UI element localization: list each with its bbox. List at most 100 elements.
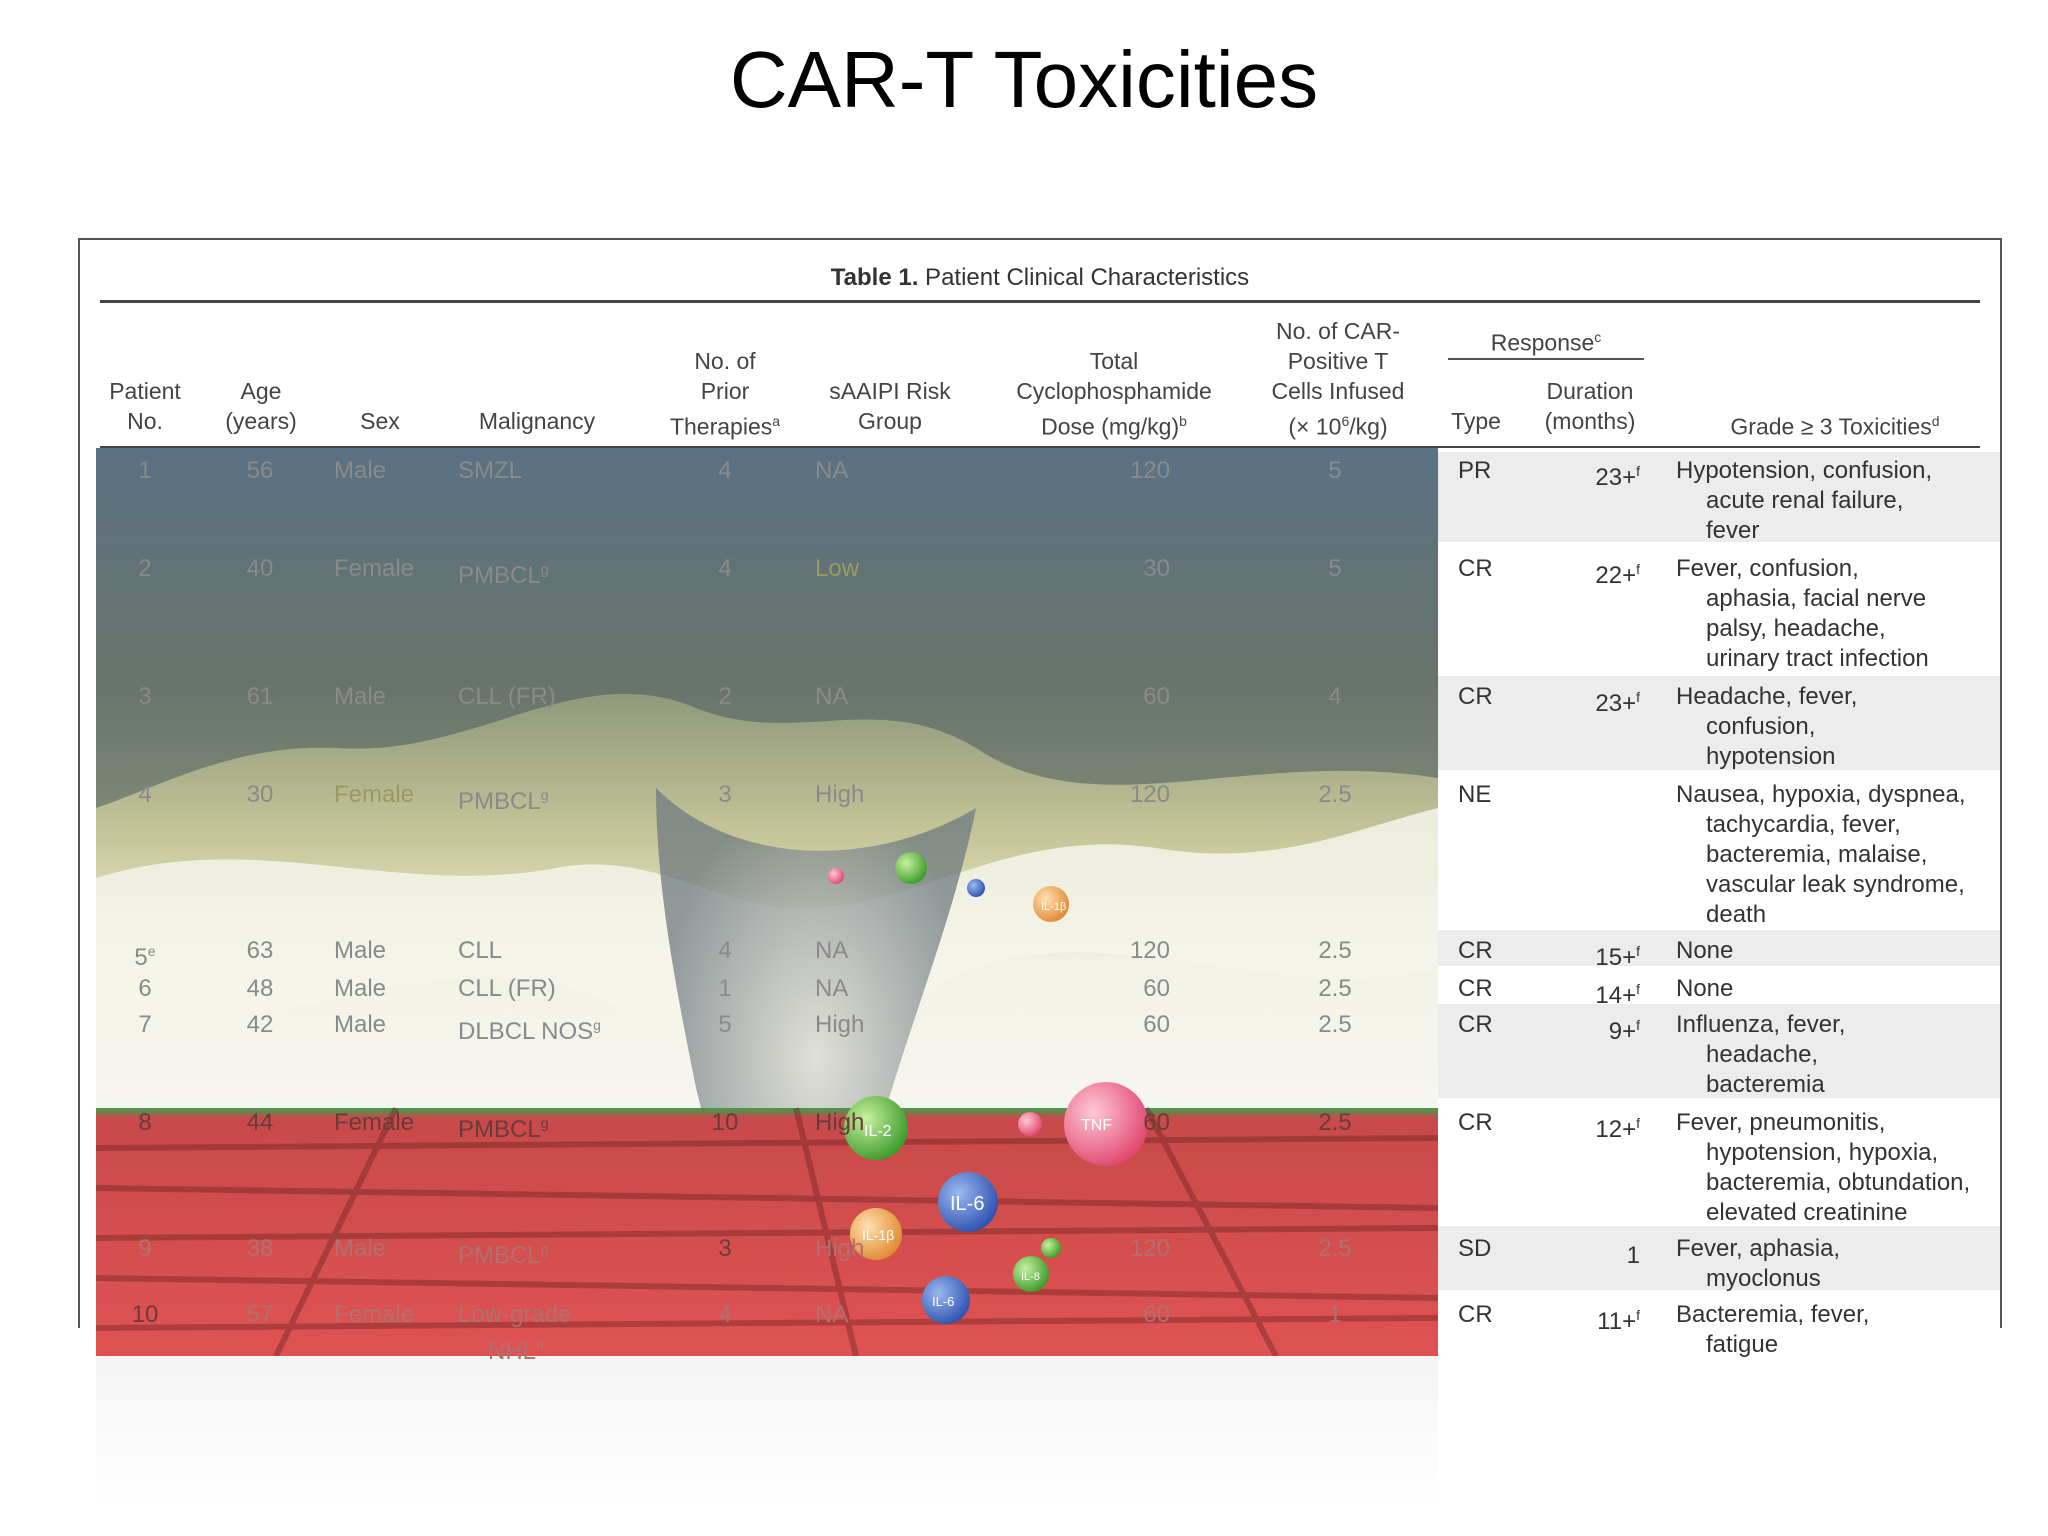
- cell-duration: 14+f: [1540, 974, 1640, 1011]
- header-duration-l1: Duration: [1546, 378, 1634, 404]
- row-shade-9: [1438, 1226, 2000, 1290]
- tox-line: hypotension: [1706, 743, 1836, 770]
- bubble-tnf: [1064, 1082, 1148, 1166]
- cell-patient: 9: [138, 1235, 152, 1262]
- cell-duration-sup: f: [1636, 1017, 1640, 1033]
- cell-age: 38: [246, 1235, 274, 1262]
- header-cyclo-sup: b: [1179, 413, 1187, 429]
- cell-malignancy-text: PMBCL: [458, 788, 541, 815]
- cell-toxicities: None: [1676, 974, 1996, 1004]
- cell-age: 48: [246, 975, 274, 1002]
- cell-age: 42: [246, 1011, 274, 1038]
- cell-sex: Male: [334, 1235, 387, 1262]
- label-il1b: IL-1β: [862, 1227, 894, 1243]
- header-prior-l3-text: Therapies: [669, 413, 773, 440]
- cytokine-bubbles: [828, 852, 1148, 1324]
- header-cells-l4b: /kg): [1349, 413, 1388, 440]
- cell-cyclo: 120: [1129, 1235, 1170, 1262]
- cell-type: NE: [1458, 781, 1492, 808]
- cell-cyclo: 60: [1143, 683, 1170, 710]
- cell-malignancy: CLL (FR): [458, 975, 556, 1002]
- heatmap-floor: [96, 1108, 1438, 1356]
- cell-cyclo: 120: [1129, 457, 1170, 484]
- tox-line: palsy, headache,: [1706, 615, 1886, 642]
- cell-duration-text: 22+: [1595, 562, 1637, 589]
- slide-title: CAR-T Toxicities: [729, 35, 1319, 124]
- cell-age: 44: [246, 1109, 274, 1136]
- cell-duration-sup: f: [1636, 561, 1640, 577]
- cell-toxicities: Fever, aphasia, myoclonus: [1676, 1234, 1996, 1294]
- tox-line: aphasia, facial nerve: [1706, 585, 1927, 612]
- cell-cells: 2.5: [1318, 1235, 1352, 1262]
- cell-patient: 5e: [100, 936, 190, 973]
- cell-prior: 2: [718, 683, 732, 710]
- tox-line: bacteremia, malaise,: [1706, 841, 1928, 868]
- table-header-rule: [100, 446, 1980, 448]
- label-tnf: TNF: [1081, 1117, 1112, 1134]
- header-patient-l2: No.: [127, 408, 163, 434]
- cell-patient: 6: [138, 975, 152, 1002]
- cell-duration: 1: [1540, 1234, 1640, 1271]
- cell-malignancy-sup: g: [540, 1115, 549, 1131]
- cell-prior: 4: [718, 457, 732, 484]
- cell-age: 61: [246, 683, 274, 710]
- tox-line: fever: [1706, 517, 1760, 544]
- cell-risk: NA: [815, 937, 849, 964]
- cell-malignancy: CLL: [458, 937, 503, 964]
- cell-duration-text: 12+: [1595, 1116, 1637, 1143]
- bubble-pink-mid: [1018, 1112, 1042, 1136]
- cell-cyclo: 120: [1129, 937, 1170, 964]
- cell-duration-sup: f: [1636, 463, 1640, 479]
- bubble-blue-tiny: [967, 879, 985, 897]
- cell-sex: Male: [334, 1011, 387, 1038]
- tox-line: tachycardia, fever,: [1706, 811, 1901, 838]
- cell-malignancy: DLBCL NOSg: [458, 1010, 601, 1047]
- header-age: Age (years): [216, 376, 306, 436]
- cell-type: PR: [1458, 457, 1492, 484]
- tox-line: Nausea, hypoxia, dyspnea,: [1676, 781, 1966, 808]
- cell-sex: Female: [334, 1301, 415, 1328]
- cell-duration-sup: f: [1636, 1115, 1640, 1131]
- bubble-il6-small: [922, 1276, 970, 1324]
- cell-type: CR: [1458, 1301, 1493, 1328]
- header-tox-text: Grade ≥ 3 Toxicities: [1730, 413, 1932, 440]
- cell-malignancy-text: PMBCL: [458, 562, 541, 589]
- tox-line: headache,: [1706, 1041, 1819, 1068]
- cell-malignancy-sup: h: [536, 1337, 544, 1353]
- cell-malignancy: PMBCLg: [458, 1108, 548, 1145]
- header-response: Responsec: [1448, 322, 1644, 358]
- tox-line: Fever, pneumonitis,: [1676, 1109, 1886, 1136]
- cell-malignancy: PMBCLg: [458, 554, 548, 591]
- cell-age: 30: [246, 781, 274, 808]
- header-risk-l2: Group: [858, 408, 922, 434]
- cell-patient: 2: [138, 555, 152, 582]
- cell-malignancy-sup: g: [540, 1241, 549, 1257]
- cell-type: CR: [1458, 975, 1493, 1002]
- header-cells-l1: No. of CAR-: [1276, 318, 1400, 344]
- response-rule: [1448, 358, 1644, 360]
- tox-line: Hypotension, confusion,: [1676, 457, 1933, 484]
- header-cyclo-l1: Total: [1089, 348, 1139, 374]
- cell-prior: 1: [718, 975, 732, 1002]
- cloud-dark-top: [96, 448, 1438, 808]
- cell-duration-text: 1: [1626, 1242, 1640, 1269]
- cell-sex: Female: [334, 555, 415, 582]
- header-prior-l1: No. of: [694, 348, 756, 374]
- cell-malignancy: Low-grade NHLh: [458, 1300, 571, 1367]
- heatmap-stripes: [96, 1106, 1438, 1356]
- cell-cells: 5: [1328, 555, 1342, 582]
- cytokine-storm-artwork: IL-2 IL-6 IL-6 IL-1β IL-1β TNF IL-8: [96, 448, 1438, 1356]
- cell-duration-sup: f: [1636, 689, 1640, 705]
- tox-line: urinary tract infection: [1706, 645, 1929, 672]
- cell-toxicities: Bacteremia, fever, fatigue: [1676, 1300, 1996, 1360]
- tox-line: Fever, confusion,: [1676, 555, 1859, 582]
- cell-cyclo: 60: [1143, 975, 1170, 1002]
- header-cells-exp: 6: [1341, 413, 1350, 429]
- cell-cyclo: 30: [1143, 555, 1170, 582]
- cell-duration: 12+f: [1540, 1108, 1640, 1145]
- cell-cells: 5: [1328, 457, 1342, 484]
- bubble-il6-large: [938, 1172, 998, 1232]
- caption-label: Table 1.: [830, 264, 919, 291]
- cell-risk: High: [815, 1109, 865, 1136]
- cell-duration-text: 14+: [1595, 982, 1637, 1009]
